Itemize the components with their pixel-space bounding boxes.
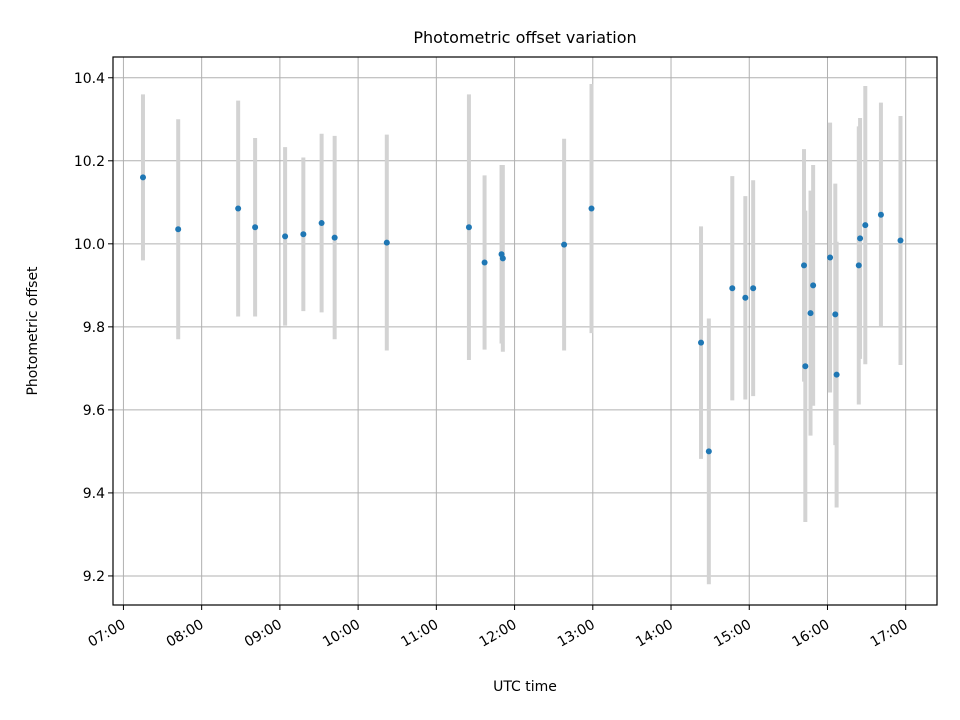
data-point (235, 205, 242, 212)
y-axis-label: Photometric offset (25, 266, 41, 396)
x-tick-label: 13:00 (555, 617, 598, 651)
data-point (801, 262, 808, 269)
x-tick-label: 14:00 (633, 617, 676, 651)
data-points (139, 174, 904, 455)
x-tick-label: 17:00 (868, 617, 911, 651)
data-point (561, 241, 568, 248)
data-point (331, 234, 338, 241)
data-point (877, 211, 884, 218)
data-point (139, 174, 146, 181)
data-point (857, 235, 864, 242)
x-tick-label: 07:00 (85, 617, 128, 651)
y-tick-label: 9.6 (83, 403, 105, 419)
x-axis-label: UTC time (493, 679, 557, 695)
x-axis-ticks: 07:00 08:00 09:00 10:00 11:00 12:00 13:00 14:00… (85, 605, 911, 651)
x-tick-label: 09:00 (242, 617, 285, 651)
x-tick-label: 16:00 (790, 617, 833, 651)
y-tick-label: 10.0 (74, 237, 105, 253)
data-point (897, 237, 904, 244)
data-point (729, 285, 736, 292)
y-tick-label: 10.4 (74, 71, 105, 87)
data-point (383, 239, 390, 246)
data-point (833, 371, 840, 378)
y-tick-label: 9.8 (83, 320, 105, 336)
data-point (588, 205, 595, 212)
data-point (705, 448, 712, 455)
x-tick-label: 12:00 (477, 617, 520, 651)
x-tick-label: 15:00 (711, 617, 754, 651)
y-tick-label: 9.4 (83, 486, 105, 502)
data-point (252, 224, 259, 231)
data-point (832, 311, 839, 318)
y-axis-ticks: 9.2 9.4 9.6 9.8 10.0 10.2 10.4 (74, 71, 113, 585)
data-point (282, 233, 289, 240)
data-point (802, 363, 809, 370)
data-point (318, 220, 325, 227)
chart-title: Photometric offset variation (413, 28, 636, 47)
x-tick-label: 11:00 (398, 617, 441, 651)
data-point (862, 222, 869, 229)
data-point (481, 259, 488, 266)
data-point (827, 254, 834, 261)
grid-lines (113, 57, 937, 605)
data-point (465, 224, 472, 231)
data-point (300, 231, 307, 238)
x-tick-label: 10:00 (320, 617, 363, 651)
data-point (855, 262, 862, 269)
x-tick-label: 08:00 (164, 617, 207, 651)
error-bars (140, 83, 903, 585)
data-point (807, 310, 814, 317)
y-tick-label: 9.2 (83, 569, 105, 585)
plot-frame (112, 56, 938, 606)
data-point (499, 255, 506, 262)
data-point (175, 226, 182, 233)
data-point (742, 294, 749, 301)
data-point (750, 285, 757, 292)
data-point (698, 339, 705, 346)
y-tick-label: 10.2 (74, 154, 105, 170)
data-point (810, 282, 817, 289)
